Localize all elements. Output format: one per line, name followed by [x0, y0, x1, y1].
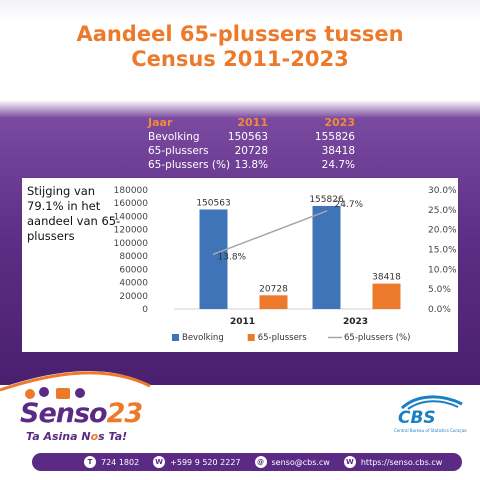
y-axis-tick-label: 80000 [119, 252, 148, 262]
contact-whatsapp[interactable]: W +599 9 520 2227 [153, 456, 241, 468]
y2-axis-tick-label: 10.0% [428, 265, 457, 275]
tagline-end: s Ta! [98, 430, 128, 443]
y-axis-tick-label: 180000 [114, 186, 149, 196]
contact-phone-text: 724 1802 [101, 457, 140, 467]
line-point [212, 253, 215, 256]
summary-row: Bevolking 150563 155826 [148, 130, 398, 144]
tagline-o: o [90, 430, 99, 443]
summary-cell: 65-plussers [148, 145, 209, 157]
summary-cell: 155826 [314, 131, 355, 143]
legend-swatch [247, 334, 255, 341]
y2-axis-tick-label: 20.0% [428, 226, 457, 236]
legend-entry: 65-plussers (%) [344, 333, 410, 343]
combo-chart: 180000 160000 140000 120000 100000 80000 60000… [114, 186, 457, 343]
y2-axis-tick-label: 5.0% [428, 285, 451, 295]
y2-axis-tick-label: 0.0% [428, 305, 451, 315]
bar-bevolking [312, 205, 341, 309]
contact-phone[interactable]: T 724 1802 [84, 456, 139, 468]
bar-65-plussers [372, 283, 401, 309]
title-line-2: Census 2011-2023 [131, 47, 349, 71]
y-axis-tick-label: 60000 [119, 265, 148, 275]
title-line-1: Aandeel 65-plussers tussen [76, 22, 404, 46]
cbs-wave-icon [400, 395, 463, 410]
x-axis-category-label: 2023 [343, 317, 368, 327]
summary-cell: 65-plussers (%) [148, 159, 231, 171]
bar-data-label: 155826 [309, 195, 344, 205]
line-point [325, 210, 328, 212]
email-icon: @ [254, 456, 267, 468]
summary-row: 65-plussers (%) 13.8% 24.7% [148, 158, 398, 172]
x-axis-category-label: 2011 [230, 317, 255, 327]
contact-web[interactable]: W https://senso.cbs.cw [343, 456, 443, 468]
contact-email-text: senso@cbs.cw [271, 457, 330, 467]
chart-note: Stijging van 79.1% in het aandeel van 65… [27, 184, 121, 243]
contact-bar: T 724 1802 W +599 9 520 2227 @ senso@cbs… [32, 453, 462, 471]
summary-header-row: Jaar 2011 2023 [148, 116, 398, 130]
line-65-plussers-pct [213, 210, 327, 255]
logo-wordmark: Senso23 [20, 398, 144, 429]
y2-axis-tick-label: 15.0% [428, 246, 457, 256]
logo-name: Senso [20, 398, 108, 429]
tagline-start: Ta Asina N [26, 430, 91, 443]
y-axis-tick-label: 20000 [119, 292, 148, 302]
logo-tagline: Ta Asina Nos Ta! [26, 430, 127, 443]
contact-email[interactable]: @ senso@cbs.cw [254, 456, 330, 468]
contact-web-text: https://senso.cbs.cw [360, 457, 443, 467]
legend-entry: 65-plussers [258, 333, 308, 343]
summary-header-label: Jaar [148, 116, 173, 129]
bar-data-label: 38418 [372, 273, 401, 283]
chart-card: Stijging van 79.1% in het aandeel van 65… [22, 178, 458, 352]
summary-cell: Bevolking [148, 131, 200, 143]
y-axis-tick-label: 0 [142, 305, 148, 315]
y-axis-tick-label: 140000 [114, 212, 149, 222]
summary-header-2023: 2023 [324, 116, 355, 129]
line-data-label: 13.8% [218, 252, 247, 262]
contact-whatsapp-text: +599 9 520 2227 [170, 457, 241, 467]
y-axis-tick-label: 160000 [114, 199, 149, 209]
bar-data-label: 20728 [259, 284, 288, 294]
page-title: Aandeel 65-plussers tussen Census 2011-2… [0, 22, 480, 72]
bar-data-label: 150563 [196, 198, 230, 208]
summary-table: Jaar 2011 2023 Bevolking 150563 155826 6… [148, 116, 398, 172]
legend-entry: Bevolking [182, 333, 224, 343]
summary-cell: 24.7% [321, 159, 355, 171]
summary-cell: 150563 [227, 131, 268, 143]
summary-header-2011: 2011 [237, 116, 268, 129]
cbs-full-name: Central Bureau of Statistics Curaçao [394, 428, 467, 433]
y-axis-tick-label: 40000 [119, 279, 148, 289]
y-axis-tick-label: 120000 [114, 226, 149, 236]
phone-icon: T [84, 456, 96, 468]
senso23-logo: Senso23 Ta Asina Nos Ta! [20, 387, 150, 452]
summary-row: 65-plussers 20728 38418 [148, 144, 398, 158]
summary-cell: 20728 [234, 145, 268, 157]
line-data-label: 24.7% [335, 200, 364, 210]
cbs-logo: CBS Central Bureau of Statistics Curaçao [392, 394, 472, 444]
y-axis-tick-label: 100000 [114, 239, 149, 249]
summary-cell: 13.8% [234, 159, 268, 171]
web-icon: W [343, 456, 356, 468]
bar-bevolking [199, 209, 228, 309]
bar-65-plussers [259, 295, 288, 309]
y2-axis-tick-label: 30.0% [428, 186, 457, 196]
footer-swoosh [0, 371, 200, 400]
summary-cell: 38418 [321, 145, 355, 157]
logo-number: 23 [106, 398, 144, 429]
cbs-name: CBS [398, 408, 436, 428]
whatsapp-icon: W [153, 456, 166, 468]
y2-axis-tick-label: 25.0% [428, 206, 457, 216]
legend-swatch [172, 334, 179, 341]
people-icon [25, 387, 85, 399]
